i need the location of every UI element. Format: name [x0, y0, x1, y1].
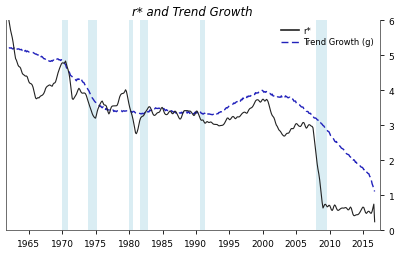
Title: r* and Trend Growth: r* and Trend Growth — [132, 6, 253, 19]
Bar — [140, 21, 148, 231]
Bar — [316, 21, 327, 231]
Legend: r*, Trend Growth (g): r*, Trend Growth (g) — [279, 25, 376, 49]
Bar — [88, 21, 97, 231]
Bar — [200, 21, 205, 231]
Bar — [129, 21, 133, 231]
Bar — [62, 21, 68, 231]
